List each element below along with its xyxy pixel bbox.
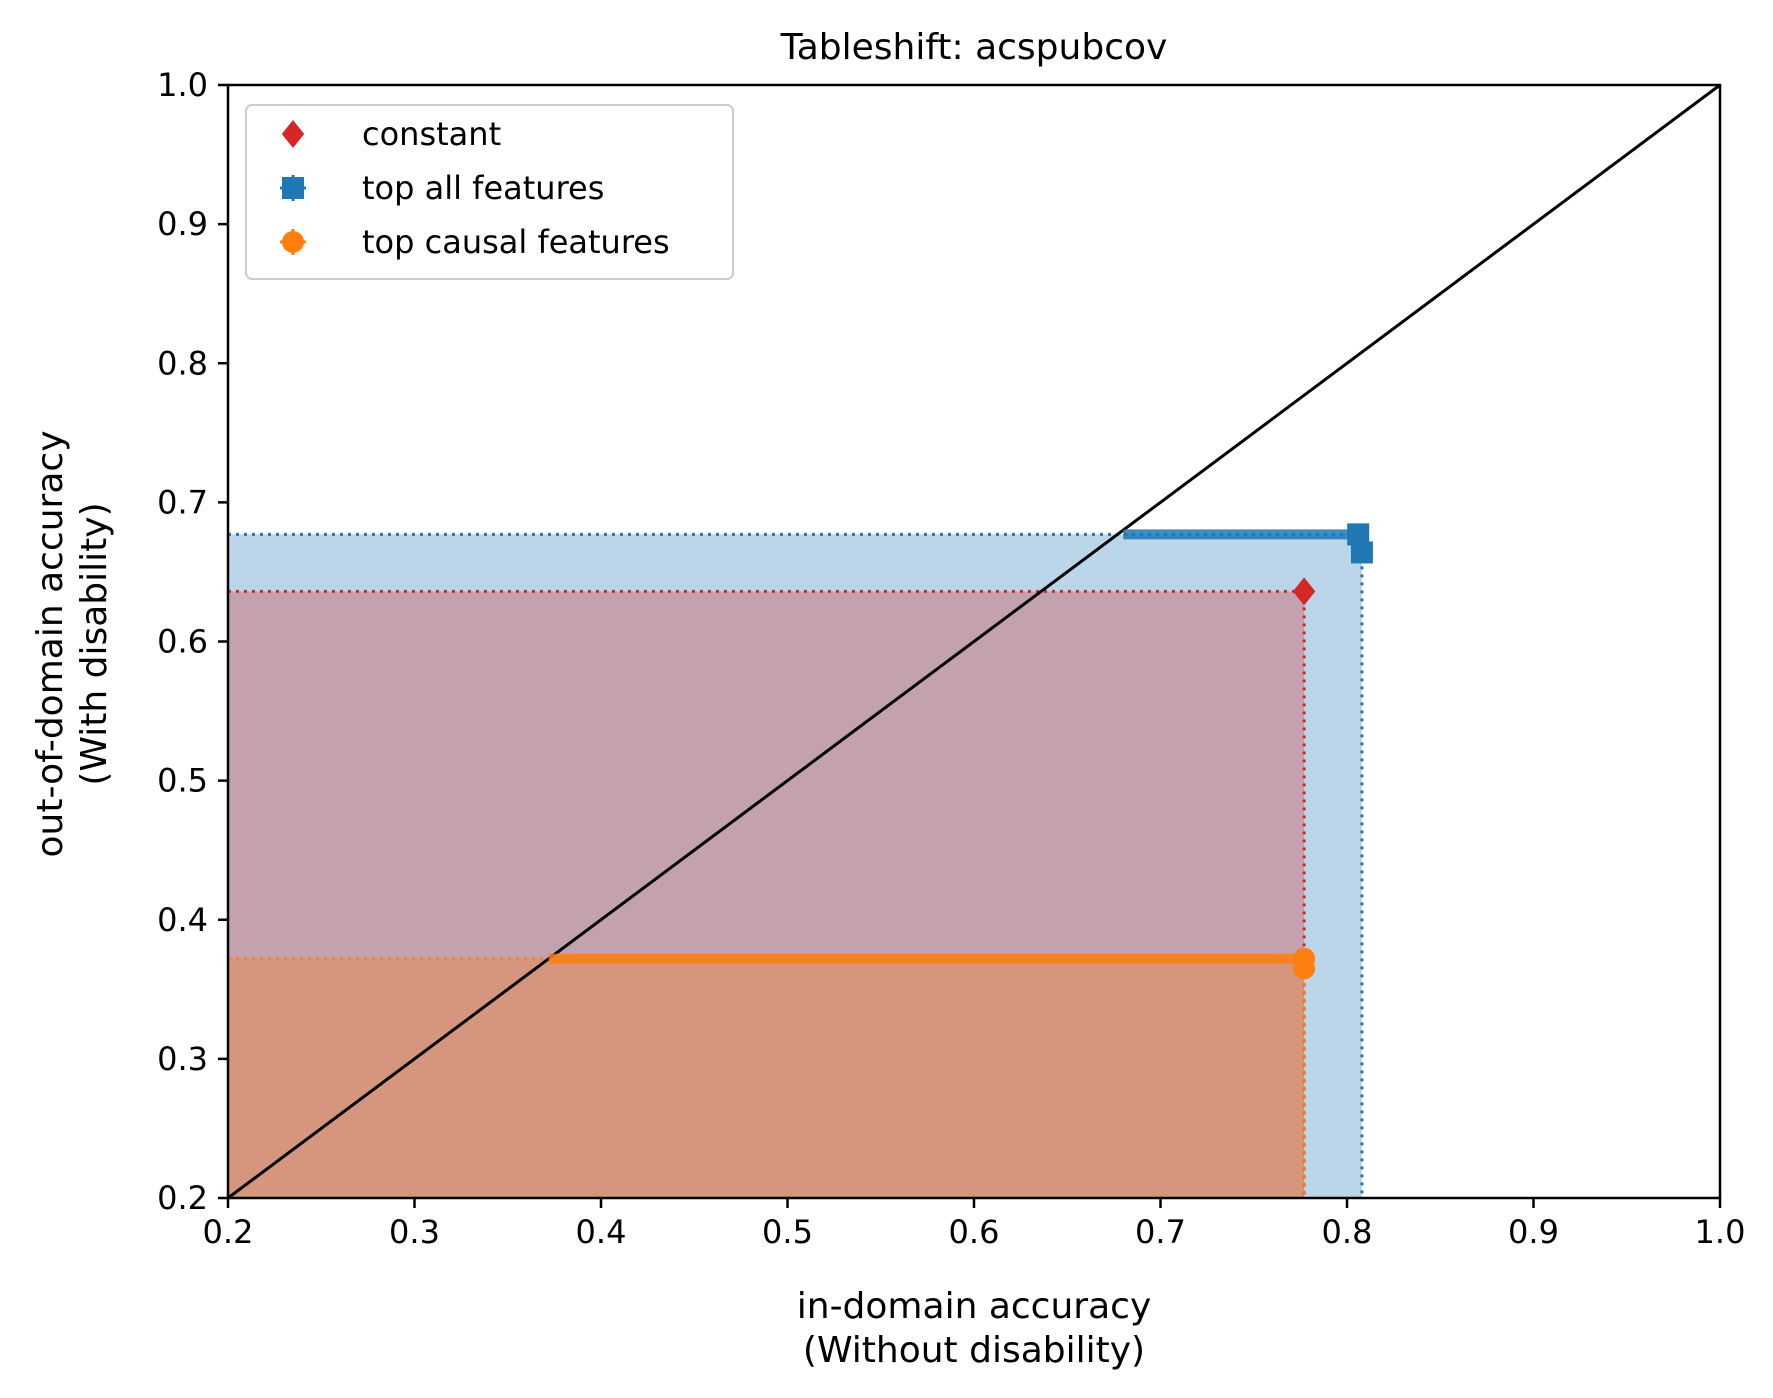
- x-tick-label: 0.3: [389, 1213, 440, 1251]
- legend-item-constant: constant: [281, 115, 501, 153]
- x-axis-ticks: 0.2 0.3 0.4 0.5 0.6 0.7 0.8 0.9 1.0: [203, 1198, 1746, 1251]
- x-tick-label: 1.0: [1695, 1213, 1746, 1251]
- legend-box: [245, 104, 734, 280]
- y-tick-label: 0.4: [157, 901, 208, 939]
- y-tick-label: 0.5: [157, 762, 208, 800]
- marker-top-causal-features-1: [1293, 957, 1316, 980]
- x-tick-label: 0.9: [1508, 1213, 1559, 1251]
- shade-top-all-features: [228, 534, 1362, 1198]
- legend-label: top all features: [362, 169, 604, 207]
- legend-item-top-causal-features: top causal features: [280, 223, 670, 261]
- y-tick-label: 0.9: [157, 205, 208, 243]
- x-tick-label: 0.8: [1322, 1213, 1373, 1251]
- x-tick-label: 0.7: [1135, 1213, 1186, 1251]
- data-markers: [1292, 523, 1373, 980]
- y-tick-label: 0.8: [157, 344, 208, 382]
- legend-label: top causal features: [362, 223, 670, 261]
- y-axis-ticks: 0.2 0.3 0.4 0.5 0.6 0.7 0.8 0.9 1.0: [157, 66, 228, 1217]
- y-tick-label: 0.2: [157, 1179, 208, 1217]
- legend-item-top-all-features: top all features: [280, 169, 604, 207]
- marker-constant-0: [1292, 577, 1316, 606]
- diagonal-line: [227, 83, 1721, 1200]
- x-tick-label: 0.2: [203, 1213, 254, 1251]
- x-tick-label: 0.4: [576, 1213, 627, 1251]
- error-bars: [548, 529, 1359, 964]
- x-axis-label-line1: in-domain accuracy: [797, 1286, 1152, 1327]
- y-tick-label: 1.0: [157, 66, 208, 104]
- legend-label: constant: [362, 115, 501, 153]
- y-axis-label-line1: out-of-domain accuracy: [30, 430, 71, 857]
- legend: constant top all features top causal featu…: [245, 104, 734, 280]
- y-tick-label: 0.6: [157, 623, 208, 661]
- y-tick-label: 0.7: [157, 483, 208, 521]
- x-tick-label: 0.5: [762, 1213, 813, 1251]
- shaded-regions: [228, 534, 1362, 1198]
- shade-top-causal-features: [228, 958, 1305, 1198]
- x-axis-label-line2: (Without disability): [803, 1330, 1145, 1371]
- marker-top-all-features-0: [1347, 523, 1370, 546]
- shade-constant: [228, 591, 1305, 1198]
- legend-marker-constant: [281, 120, 305, 148]
- y-tick-label: 0.3: [157, 1040, 208, 1078]
- y-axis-label-line2: (With disability): [74, 502, 115, 785]
- legend-marker-top-all-features: [282, 177, 304, 199]
- marker-top-all-features-1: [1350, 541, 1373, 564]
- chart-title: Tableshift: acspubcov: [780, 27, 1168, 68]
- legend-marker-top-causal-features: [282, 231, 304, 253]
- x-tick-label: 0.6: [949, 1213, 1000, 1251]
